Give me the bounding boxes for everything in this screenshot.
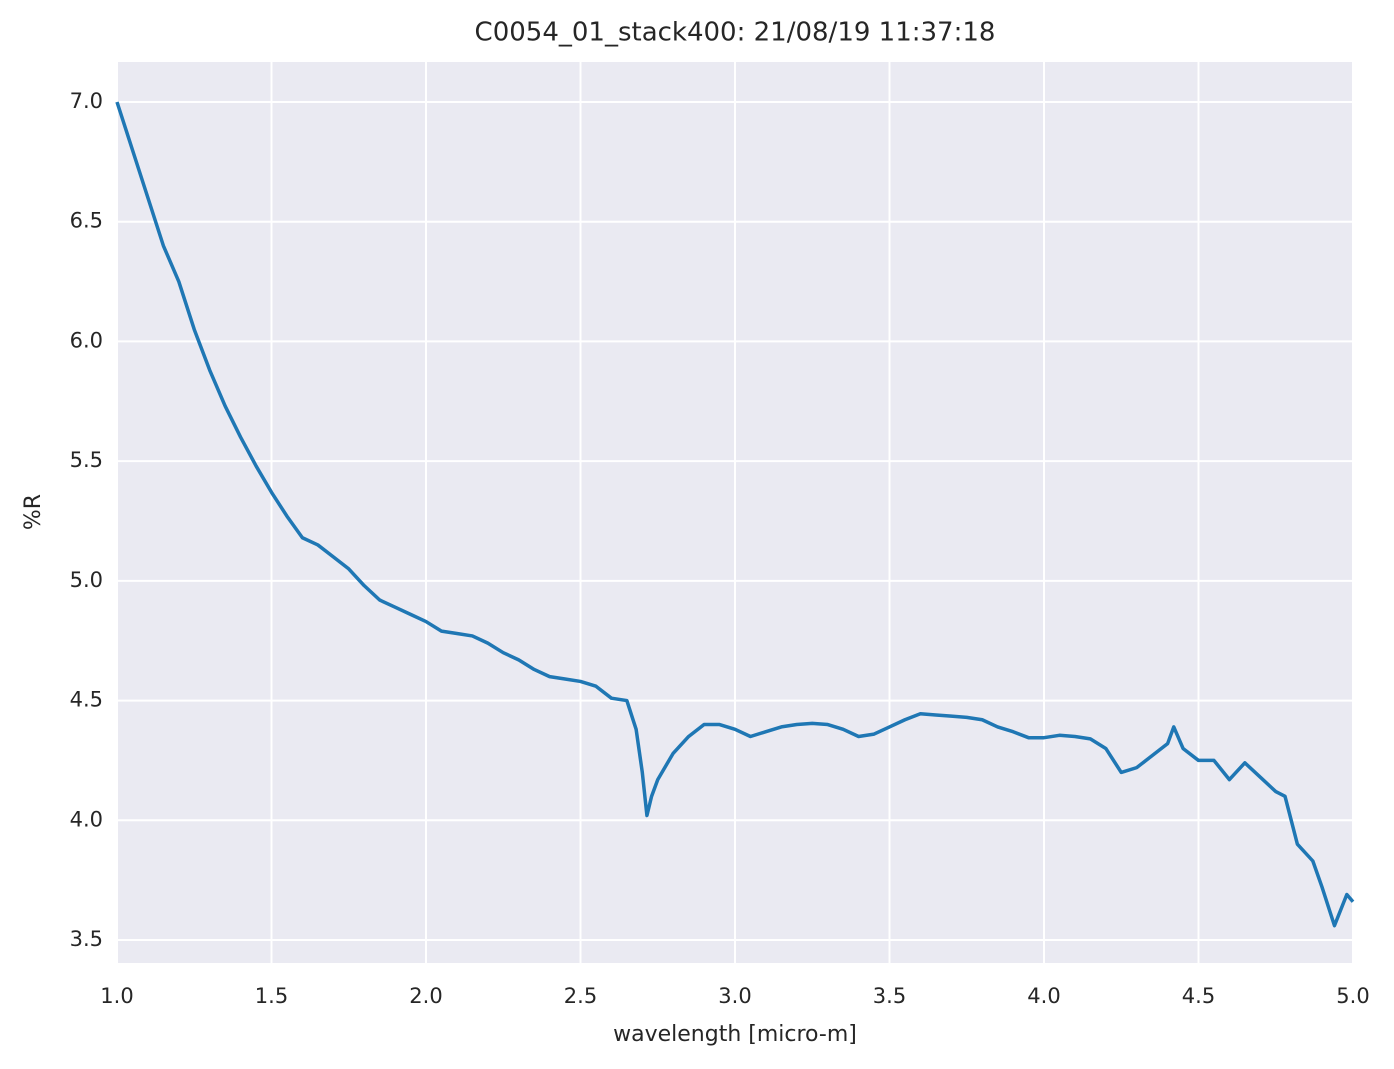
x-tick-label: 5.0 (1336, 984, 1369, 1008)
x-tick-label: 3.0 (718, 984, 751, 1008)
y-tick-label: 6.0 (70, 328, 103, 352)
x-tick-label: 4.5 (1182, 984, 1215, 1008)
y-tick-label: 4.0 (70, 807, 103, 831)
x-tick-label: 2.0 (409, 984, 442, 1008)
chart-title: C0054_01_stack400: 21/08/19 11:37:18 (475, 18, 996, 48)
x-tick-label: 4.0 (1027, 984, 1060, 1008)
y-tick-label: 5.5 (70, 448, 103, 472)
y-tick-label: 4.5 (70, 688, 103, 712)
x-tick-label: 3.5 (873, 984, 906, 1008)
y-tick-label: 5.0 (70, 568, 103, 592)
line-series (115, 101, 1355, 928)
x-tick-label: 2.5 (564, 984, 597, 1008)
y-tick-label: 7.0 (70, 89, 103, 113)
y-tick-label: 6.5 (70, 209, 103, 233)
x-tick-label: 1.5 (255, 984, 288, 1008)
y-axis-label: %R (21, 494, 46, 530)
y-tick-label: 3.5 (70, 927, 103, 951)
x-axis-label: wavelength [micro-m] (613, 1022, 857, 1047)
x-tick-label: 1.0 (100, 984, 133, 1008)
